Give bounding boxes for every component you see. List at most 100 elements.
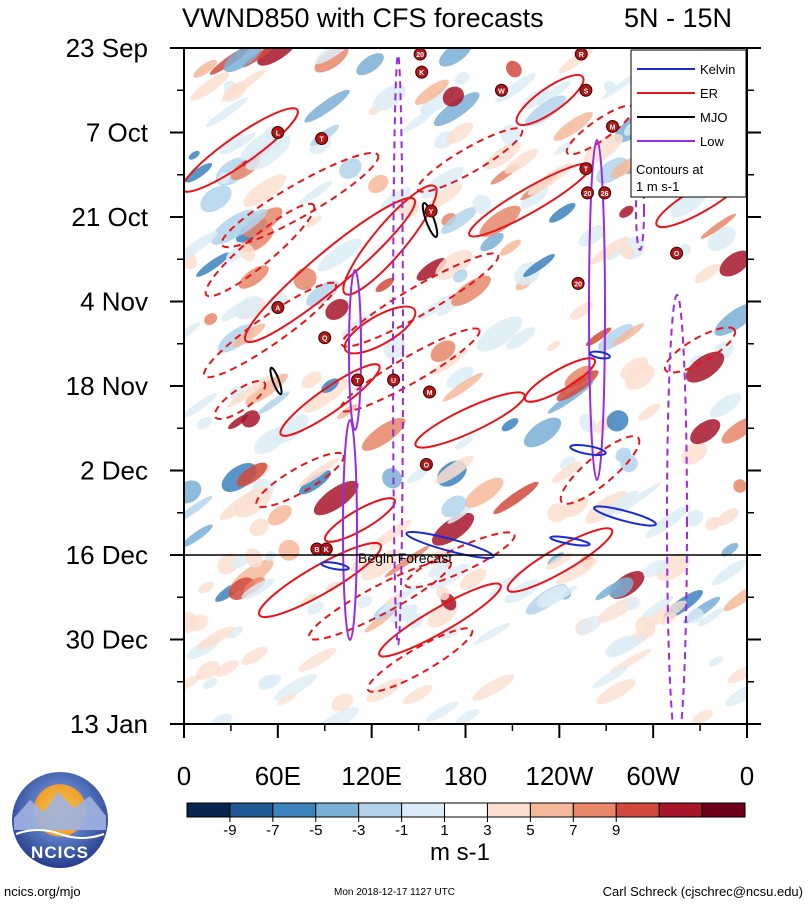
shading-cell [325, 299, 349, 320]
storm-marker-label: M [427, 390, 433, 397]
footer-site-link[interactable]: ncics.org/mjo [4, 884, 81, 899]
ncics-logo: NCICS [12, 772, 108, 868]
shading-cell [442, 372, 483, 402]
storm-marker-label: T [355, 378, 360, 385]
shading-cell [222, 81, 248, 102]
shading-cell [599, 490, 639, 519]
er-contour [524, 357, 596, 403]
shading-cell [721, 542, 739, 557]
storm-marker-label: W [498, 88, 505, 95]
shading-cell [686, 607, 704, 624]
storm-marker-label: R [579, 52, 584, 59]
shading-cell [196, 626, 234, 650]
shading-cell [455, 72, 470, 85]
shading-cell [303, 379, 349, 413]
colorbar-swatch [444, 802, 488, 818]
storm-marker-label: T [319, 137, 324, 144]
shading-cell [196, 252, 231, 277]
shading-cell [523, 417, 562, 448]
shading-cell [504, 148, 539, 174]
colorbar-label: 5 [526, 822, 534, 839]
y-tick-label: 4 Nov [80, 287, 148, 317]
storm-marker-circle [318, 331, 332, 345]
y-tick-label: 16 Dec [66, 540, 148, 570]
shading-cell [304, 89, 350, 123]
shading-cell [339, 158, 362, 179]
shading-cell [357, 596, 373, 609]
colorbar-swatch [615, 802, 660, 818]
shading-cell [615, 447, 631, 463]
storm-marker: Y [424, 204, 438, 218]
shading-cell [685, 351, 725, 383]
storm-marker: O [670, 246, 684, 260]
chart-subtitle: 5N - 15N [624, 3, 732, 33]
shading-cell [243, 174, 287, 207]
shading-cell [480, 232, 504, 252]
storm-marker: 20 [580, 186, 594, 200]
shading-cell [499, 239, 521, 256]
shading-cell [643, 559, 668, 578]
shading-cell [313, 480, 359, 516]
shading-cell [479, 205, 521, 238]
shading-cell [656, 552, 691, 581]
colorbar-swatch [358, 802, 403, 818]
shading-cell [714, 302, 747, 336]
shading-cell [202, 677, 218, 690]
shading-cell [569, 301, 594, 320]
shading-cell [451, 275, 491, 306]
er-contour [243, 196, 417, 344]
shading-cell [274, 673, 317, 701]
shading-cell [440, 206, 478, 234]
shading-cell [325, 581, 341, 592]
er-contour [414, 391, 526, 449]
colorbar-swatch [658, 802, 703, 818]
er-contour [663, 326, 737, 374]
shading-cell [609, 648, 652, 675]
shading-cell [609, 577, 634, 599]
shading-cell [692, 709, 713, 724]
er-contour [340, 252, 500, 348]
storm-marker: L [271, 126, 285, 139]
shading-cell [606, 410, 629, 432]
shading-cell [473, 622, 510, 645]
legend-er-label: ER [700, 86, 718, 101]
shading-cell [307, 601, 324, 615]
shading-cell [435, 455, 474, 484]
er-contour [257, 541, 383, 619]
shading-cell [620, 357, 649, 380]
legend-mjo-label: MJO [700, 110, 727, 125]
shading-cell [707, 226, 736, 251]
storm-marker-circle [571, 276, 585, 290]
low-contour [392, 54, 404, 646]
shading-cell [232, 323, 266, 348]
kelvin-contour [569, 443, 607, 457]
er-contour [515, 74, 585, 126]
storm-marker-label: S [584, 88, 589, 95]
low-contour [588, 139, 606, 481]
shading-cell [697, 608, 724, 627]
storm-marker-circle [606, 119, 620, 133]
storm-marker: T [351, 373, 365, 387]
storm-marker-circle [424, 204, 438, 218]
shading-cell [521, 87, 550, 110]
shading-cell [459, 568, 487, 590]
storm-marker-label: L [276, 131, 281, 138]
shading-cell [306, 280, 340, 307]
x-tick-label: 60E [255, 761, 301, 791]
storm-marker: K [319, 542, 333, 556]
shading-cell [453, 269, 468, 283]
shading-cell [640, 596, 674, 620]
shading-cell [447, 506, 472, 524]
y-tick-label: 13 Jan [70, 709, 148, 739]
shading-cell [193, 59, 218, 78]
shading-cell [214, 660, 239, 677]
storm-marker-label: O [424, 462, 430, 469]
shading-cell [257, 674, 275, 689]
shading-cell [446, 122, 474, 144]
shading-cell [226, 626, 244, 639]
storm-marker: 20 [413, 47, 427, 61]
storm-marker: T [315, 132, 329, 146]
shading-cell [689, 354, 703, 366]
